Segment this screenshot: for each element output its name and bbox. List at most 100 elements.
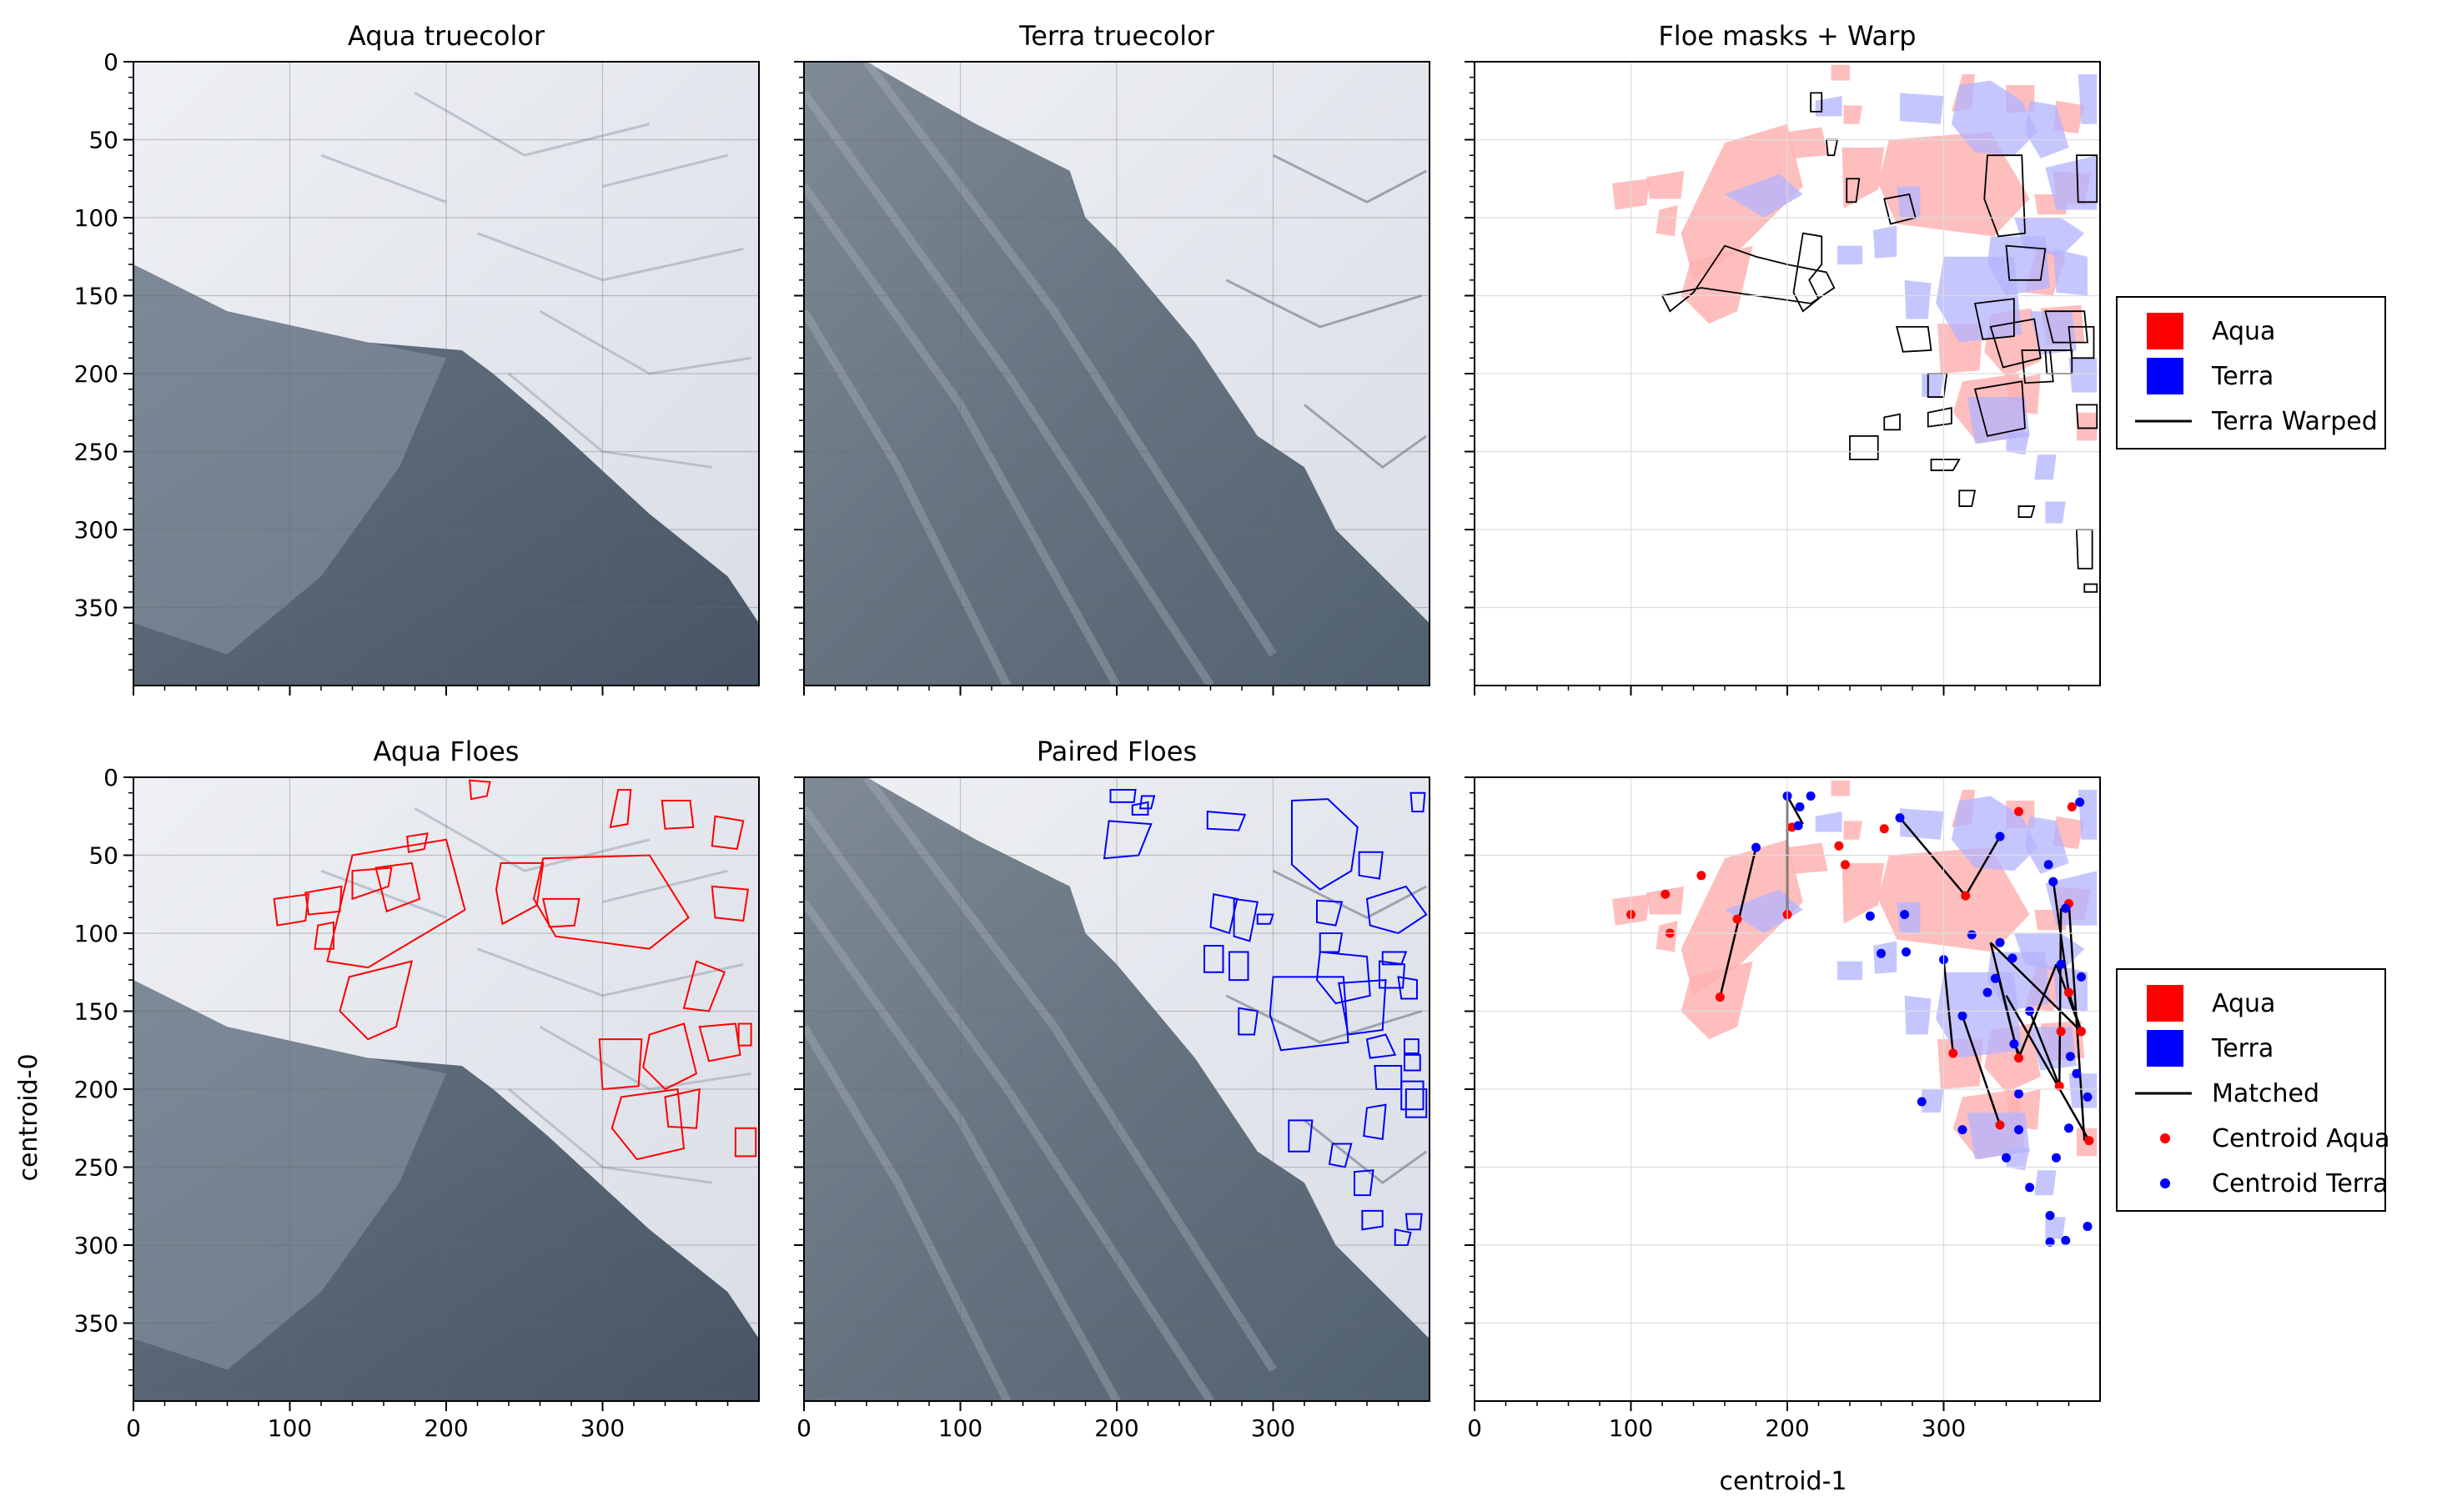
image-cloud-streak: [804, 806, 1214, 1401]
image-ice-crack: [1304, 404, 1428, 470]
terra-mask: [1725, 173, 1803, 218]
legend-patch: [2147, 1030, 2183, 1067]
centroid-terra-point: [1990, 973, 2000, 983]
terra-mask: [1987, 236, 2050, 296]
terra-floe-outline: [1361, 1209, 1384, 1231]
centroid-terra-point: [1877, 948, 1886, 958]
terra-floe-outline: [1354, 1169, 1374, 1197]
image-ice-crack: [602, 153, 728, 188]
terra-mask: [2034, 1170, 2057, 1196]
terra-floe-outline: [1315, 951, 1371, 1005]
aqua-floe-outline: [698, 1022, 741, 1062]
aqua-mask: [1646, 170, 1685, 199]
terra-mask: [1922, 374, 1944, 398]
matched-line: [2068, 992, 2083, 1032]
y-tick-label: 200: [74, 1076, 118, 1103]
legend-label: Centroid Aqua: [2212, 1124, 2390, 1153]
terra-warped-outline: [2044, 310, 2088, 344]
centroid-terra-point: [2083, 1222, 2093, 1232]
matched-line: [1961, 1015, 2002, 1126]
centroid-terra-point: [1865, 911, 1875, 921]
terra-warped-outline: [1810, 92, 1823, 113]
centroid-terra-point: [1967, 930, 1977, 940]
centroid-terra-point: [1995, 831, 2005, 841]
terra-mask: [1837, 245, 1862, 265]
legend-patch: [2147, 985, 2183, 1022]
centroid-terra-point: [2083, 1092, 2093, 1102]
centroid-terra-point: [2052, 1153, 2061, 1163]
terra-mask: [2068, 358, 2098, 393]
aqua-mask: [1842, 147, 1885, 208]
aqua-floe-outline: [326, 838, 466, 969]
panel-content: [133, 62, 759, 686]
terra-warped-outline: [2075, 154, 2098, 203]
terra-mask: [2045, 501, 2066, 524]
aqua-floe-outline: [469, 779, 491, 801]
terra-floe-outline: [1288, 1119, 1314, 1153]
aqua-floe-outline: [734, 1127, 757, 1158]
panel-terra-truecolor: Terra truecolor: [794, 20, 1430, 696]
terra-floe-outline: [1103, 820, 1153, 860]
terra-floe-outline: [1365, 1033, 1397, 1059]
x-axis-label: centroid-1: [1719, 1467, 1847, 1496]
aqua-mask: [2076, 412, 2098, 441]
terra-floe-outline: [1404, 1213, 1423, 1231]
centroid-aqua-point: [1879, 824, 1889, 834]
centroid-terra-point: [2007, 953, 2017, 963]
y-tick-label: 300: [74, 516, 118, 544]
terra-warped-outline: [2005, 244, 2047, 281]
centroid-terra-point: [1793, 821, 1803, 831]
aqua-floe-outline: [711, 885, 750, 922]
terra-mask: [2034, 455, 2057, 480]
terra-floe-outline: [1394, 1228, 1412, 1246]
terra-warped-outline: [2075, 404, 2098, 429]
terra-warped-outline: [1846, 178, 1861, 203]
aqua-floe-outline: [532, 854, 690, 950]
terra-floe-outline: [1363, 1103, 1387, 1141]
x-tick-label: 100: [1609, 1414, 1653, 1442]
centroid-aqua-point: [1732, 914, 1742, 924]
centroid-aqua-point: [1661, 889, 1671, 899]
terra-mask: [2025, 100, 2069, 158]
centroid-aqua-point: [2064, 987, 2073, 997]
terra-mask: [2078, 73, 2098, 124]
image-ice-crack: [320, 869, 447, 919]
x-tick-label: 300: [1922, 1414, 1966, 1442]
centroid-terra-point: [1751, 842, 1761, 852]
centroid-terra-point: [1957, 1011, 1967, 1021]
y-tick-label: 0: [103, 764, 118, 791]
terra-floe-outline: [1233, 897, 1259, 942]
terra-floe-outline: [1291, 798, 1359, 891]
terra-floe-outline: [1397, 976, 1418, 1000]
terra-mask: [1904, 279, 1932, 319]
image-cloud-streak: [804, 309, 1012, 686]
x-tick-label: 100: [938, 1414, 982, 1442]
centroid-terra-point: [2043, 860, 2053, 870]
matched-line: [2052, 880, 2070, 993]
matched-line: [1989, 942, 2083, 1032]
terra-mask: [1904, 995, 1932, 1035]
aqua-floe-outline: [609, 788, 632, 829]
terra-floe-outline: [1238, 1007, 1259, 1036]
x-tick-label: 0: [796, 1414, 811, 1442]
terra-floe-outline: [1206, 811, 1247, 831]
terra-floe-outline: [1109, 788, 1137, 803]
terra-warped-outline: [1983, 154, 2026, 238]
terra-mask: [2006, 433, 2030, 455]
image-cloud-haze: [133, 264, 446, 655]
terra-floe-outline: [1229, 951, 1249, 982]
terra-mask: [1873, 225, 1897, 259]
terra-floe-outline: [1379, 960, 1406, 989]
centroid-terra-point: [2014, 1125, 2023, 1135]
centroid-terra-point: [2065, 1052, 2075, 1062]
terra-floe-outline: [1404, 1053, 1421, 1072]
terra-warped-outline: [1930, 458, 1961, 471]
aqua-floe-outline: [351, 867, 393, 901]
centroid-aqua-point: [1961, 891, 1971, 901]
image-cloud-streak: [804, 899, 1121, 1401]
aqua-mask: [1656, 205, 1678, 237]
terra-mask: [1967, 1113, 2030, 1160]
centroid-terra-point: [1917, 1097, 1927, 1107]
centroid-aqua-point: [1840, 860, 1850, 870]
aqua-mask: [1831, 64, 1850, 81]
